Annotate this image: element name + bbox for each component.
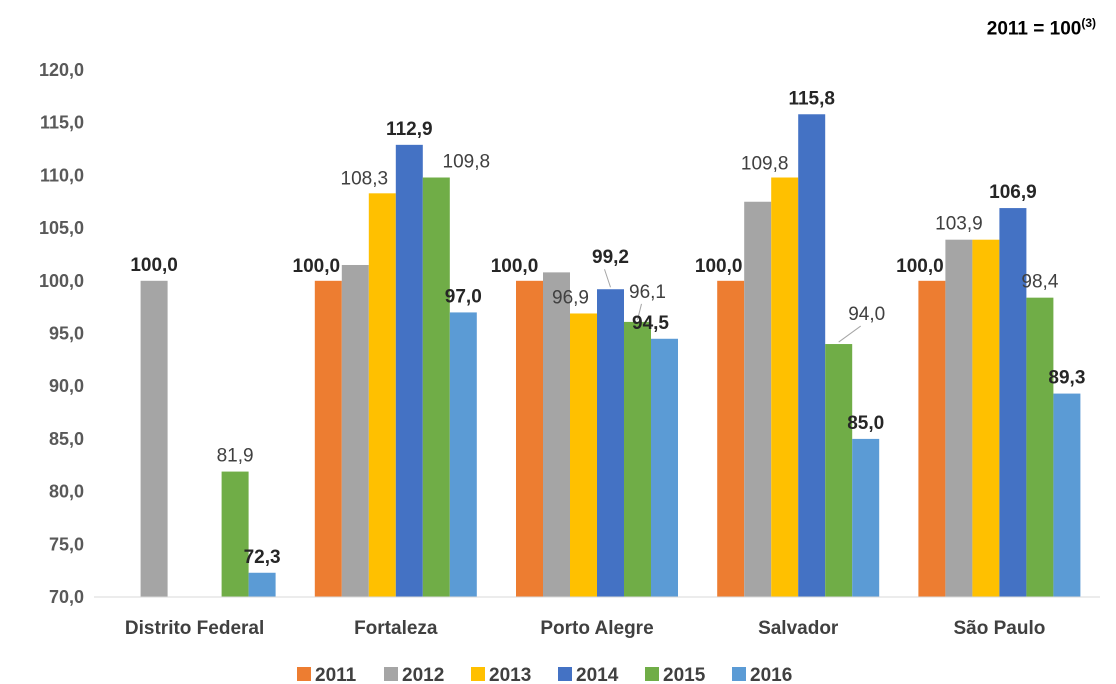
bar-2014-4 [999,208,1027,597]
base-year-note-footnote: (3) [1081,16,1096,30]
data-label-2016-1: 97,0 [445,286,482,307]
bar-2015-1 [422,177,450,597]
data-label-2014-1: 112,9 [386,119,433,140]
data-label-2013-2: 96,9 [552,287,589,308]
bar-2013-4 [972,239,1000,597]
data-label-2014-3: 115,8 [788,88,835,109]
legend-label-2013: 2013 [489,665,531,684]
bar-2015-3 [825,344,853,597]
bar-2011-1 [314,280,342,597]
legend-swatch-2012 [384,667,398,681]
bar-2014-1 [395,144,423,598]
x-tick-label: Salvador [758,618,839,639]
x-axis: Distrito Federal Fortaleza Porto Alegre Sal… [125,618,1045,639]
data-label-2012-0: 100,0 [130,255,178,276]
bar-2016-4 [1053,393,1081,597]
data-label-2011-1: 100,0 [293,256,341,277]
bar-2014-3 [798,114,826,597]
bar-2012-1 [341,264,369,597]
data-label-2013-1: 108,3 [341,168,389,189]
x-tick-label: Distrito Federal [125,618,264,639]
data-label-2016-4: 89,3 [1048,368,1085,389]
y-tick-label: 100,0 [39,271,84,291]
y-tick-label: 90,0 [49,376,84,396]
data-label-2015-3: 94,0 [848,304,885,325]
bar-2013-1 [368,193,396,597]
y-tick-label: 115,0 [40,113,84,133]
data-label-2011-2: 100,0 [491,256,539,277]
y-axis: 70,0 75,0 80,0 85,0 90,0 95,0 100,0 105,0 110,0 1… [39,60,84,607]
legend: 2011 2012 2013 2014 2015 2016 [297,665,792,684]
leader-line [604,269,611,288]
legend-label-2016: 2016 [750,665,792,684]
bar-2015-0 [221,471,249,597]
y-tick-label: 110,0 [40,165,84,185]
bar-2011-3 [717,280,745,597]
bars [140,114,1081,598]
legend-swatch-2015 [645,667,659,681]
base-year-note: 2011 = 100(3) [987,16,1096,40]
y-tick-label: 120,0 [39,60,84,80]
y-tick-label: 75,0 [49,534,84,554]
data-label-2011-4: 100,0 [896,256,944,277]
data-label-2016-0: 72,3 [244,547,281,568]
leader-line [838,325,861,343]
data-label-2013-3: 109,8 [741,154,789,175]
bar-2013-2 [570,313,597,597]
x-tick-label: Fortaleza [354,618,438,639]
bar-2015-4 [1026,297,1054,597]
bar-2011-4 [918,280,946,597]
bar-2016-1 [449,312,477,597]
legend-label-2015: 2015 [663,665,706,684]
x-tick-label: São Paulo [953,618,1045,639]
bar-2012-3 [744,201,772,597]
bar-2015-2 [624,321,651,597]
y-tick-label: 70,0 [49,587,84,607]
data-label-2016-3: 85,0 [847,413,884,434]
legend-swatch-2014 [558,667,572,681]
data-label-2014-2: 99,2 [592,247,629,268]
legend-label-2012: 2012 [402,665,444,684]
bar-2016-3 [852,438,880,597]
x-tick-label: Porto Alegre [540,618,653,639]
bar-2013-3 [771,177,799,597]
data-label-2015-2: 96,1 [629,282,666,303]
bar-2011-2 [516,280,543,597]
bar-2012-0 [140,280,168,597]
y-tick-label: 80,0 [49,482,84,502]
y-tick-label: 105,0 [39,218,84,238]
legend-swatch-2013 [471,667,485,681]
bar-2012-4 [945,239,973,597]
y-tick-label: 85,0 [49,429,84,449]
y-tick-label: 95,0 [49,324,84,344]
data-label-2015-0: 81,9 [217,446,254,467]
data-label-2012-4: 103,9 [935,214,983,235]
data-label-2011-3: 100,0 [695,256,743,277]
legend-swatch-2011 [297,667,311,681]
legend-label-2014: 2014 [576,665,619,684]
data-label-2016-2: 94,5 [632,313,669,334]
bar-2016-2 [651,338,678,597]
bar-2014-2 [597,289,624,597]
base-year-note-text: 2011 = 100 [986,18,1082,40]
bar-2012-2 [543,272,570,597]
data-labels: 100,0 81,9 72,3 100,0 108,3 112,9 109,8 97,0 100… [130,88,1085,567]
leader-lines [604,269,861,343]
bar-2016-0 [248,572,276,597]
data-label-2015-4: 98,4 [1021,272,1058,293]
leader-line [637,303,642,321]
data-label-2014-4: 106,9 [989,182,1037,203]
legend-label-2011: 2011 [315,665,357,684]
data-label-2015-1: 109,8 [443,152,491,173]
legend-swatch-2016 [732,667,746,681]
